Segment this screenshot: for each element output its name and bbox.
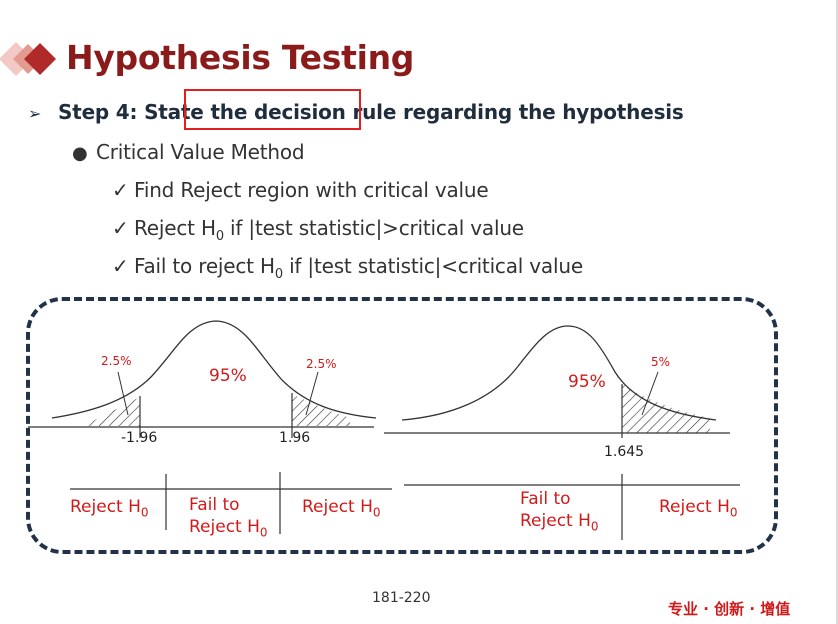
step-text-before: Step 4: State	[58, 100, 204, 124]
right-tail-percent: 2.5%	[306, 357, 337, 371]
check-item-text-post: if |test statistic|<critical value	[282, 254, 583, 278]
diamond-logo-icon	[0, 42, 56, 76]
step-text-highlighted: the decision rule	[210, 100, 397, 124]
highlight-box	[184, 89, 361, 130]
one-tail-percent: 5%	[651, 355, 671, 369]
two-tailed-curve	[51, 320, 377, 419]
one-tailed-curve	[401, 325, 717, 421]
method-bullet: ● Critical Value Method	[72, 140, 305, 164]
one-tailed-center-percent: 95%	[568, 372, 606, 392]
region-reject-left: Reject H0	[70, 497, 149, 520]
left-tail-percent: 2.5%	[101, 354, 132, 368]
footer-slogan: 专业 · 创新 · 增值	[668, 600, 791, 618]
check-icon: ✓	[112, 254, 129, 278]
two-tailed-center-percent: 95%	[209, 366, 247, 386]
check-item-subscript: 0	[274, 267, 283, 282]
page-number: 181-220	[372, 590, 431, 606]
one-tail-pointer	[641, 371, 659, 416]
check-item-text-post: if |test statistic|>critical value	[223, 216, 524, 240]
check-item-subscript: 0	[215, 229, 224, 244]
region-reject-right: Reject H0	[302, 497, 381, 520]
left-tail-pointer	[117, 371, 129, 416]
check-item-reject: ✓ Reject H0 if |test statistic|>critical …	[112, 216, 524, 244]
check-item-fail-to-reject: ✓ Fail to reject H0 if |test statistic|<c…	[112, 254, 583, 282]
left-tail-shade	[82, 397, 140, 426]
region-fail-to-reject: Fail to Reject H0	[189, 495, 268, 540]
right-tail-pointer	[305, 371, 319, 416]
step-text-after: regarding the hypothesis	[402, 100, 684, 124]
step-heading: ➢ Step 4: State the decision rule regardi…	[28, 100, 684, 124]
one-tailed-region-reject: Reject H0	[659, 497, 738, 520]
left-critical-value: -1.96	[121, 430, 158, 446]
right-tail-shade	[292, 394, 350, 426]
check-icon: ✓	[112, 216, 129, 240]
window-edge	[836, 0, 838, 624]
check-item-text: Find Reject region with critical value	[134, 178, 489, 202]
diagram-frame	[26, 297, 778, 554]
dot-icon: ●	[72, 143, 88, 164]
check-item-text-pre: Fail to reject H	[134, 254, 275, 278]
right-critical-value: 1.96	[279, 430, 311, 446]
method-text: Critical Value Method	[96, 140, 305, 164]
check-item-find-region: ✓ Find Reject region with critical value	[112, 178, 489, 202]
check-item-text-pre: Reject H	[134, 216, 216, 240]
one-tailed-critical-value: 1.645	[604, 444, 645, 460]
check-icon: ✓	[112, 178, 129, 202]
arrowhead-icon: ➢	[28, 104, 42, 123]
one-tailed-region-fail-to-reject: Fail to Reject H0	[520, 489, 599, 534]
slide-title: Hypothesis Testing	[66, 38, 415, 77]
